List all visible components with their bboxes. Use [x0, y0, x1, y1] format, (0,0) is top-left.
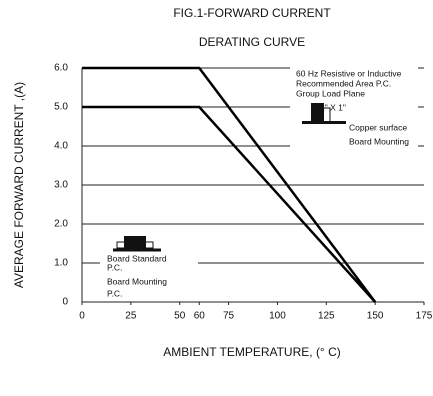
- curve: [82, 105, 377, 303]
- annotation: Copper surface: [349, 122, 407, 132]
- curve: [82, 66, 377, 303]
- x-tick-label: 75: [223, 311, 235, 322]
- x-tick-label: 175: [416, 311, 433, 322]
- x-tick-label: 60: [194, 311, 206, 322]
- icon-outline: [324, 107, 331, 122]
- x-tick-label: 150: [367, 311, 384, 322]
- x-tick-label: 125: [318, 311, 335, 322]
- annotation: Group Load Plane: [296, 88, 365, 98]
- x-tick-label: 25: [125, 311, 137, 322]
- annotation: Board Standard: [107, 253, 167, 263]
- chart-subtitle: DERATING CURVE: [199, 35, 305, 49]
- plot: [82, 66, 377, 303]
- x-axis-label: AMBIENT TEMPERATURE, (° C): [163, 345, 340, 359]
- icon-outline: [116, 241, 154, 249]
- annotation-top: 60 Hz Resistive or Inductive Recommended…: [290, 66, 418, 152]
- y-tick-label: 6.0: [54, 63, 68, 74]
- component-icon: [124, 236, 146, 248]
- annotation: 1" X 1": [320, 102, 346, 112]
- annotation: Board Mounting: [107, 276, 167, 286]
- x-tick-label: 100: [269, 311, 286, 322]
- annotation: Recommended Area P.C.: [296, 78, 391, 88]
- annotation: Board Mounting: [349, 136, 409, 146]
- annotation: P.C.: [107, 262, 122, 272]
- y-axis-label: AVERAGE FORWARD CURRENT ,(A): [12, 82, 26, 288]
- x-tick-label: 50: [174, 311, 186, 322]
- annotation: 60 Hz Resistive or Inductive: [296, 68, 402, 78]
- y-tick-label: 5.0: [54, 102, 68, 113]
- y-tick-label: 4.0: [54, 141, 68, 152]
- component-icon: [311, 103, 324, 122]
- y-tick-label: 2.0: [54, 219, 68, 230]
- y-tick-label: 3.0: [54, 180, 68, 191]
- annotation-bottom: Board Standard P.C. Board Mounting P.C.: [100, 230, 198, 300]
- chart-title: FIG.1-FORWARD CURRENT: [173, 6, 331, 20]
- y-tick-label: 1.0: [54, 258, 68, 269]
- x-tick-label: 0: [79, 311, 85, 322]
- y-tick-label: 0: [62, 297, 68, 308]
- annotation: P.C.: [107, 288, 122, 298]
